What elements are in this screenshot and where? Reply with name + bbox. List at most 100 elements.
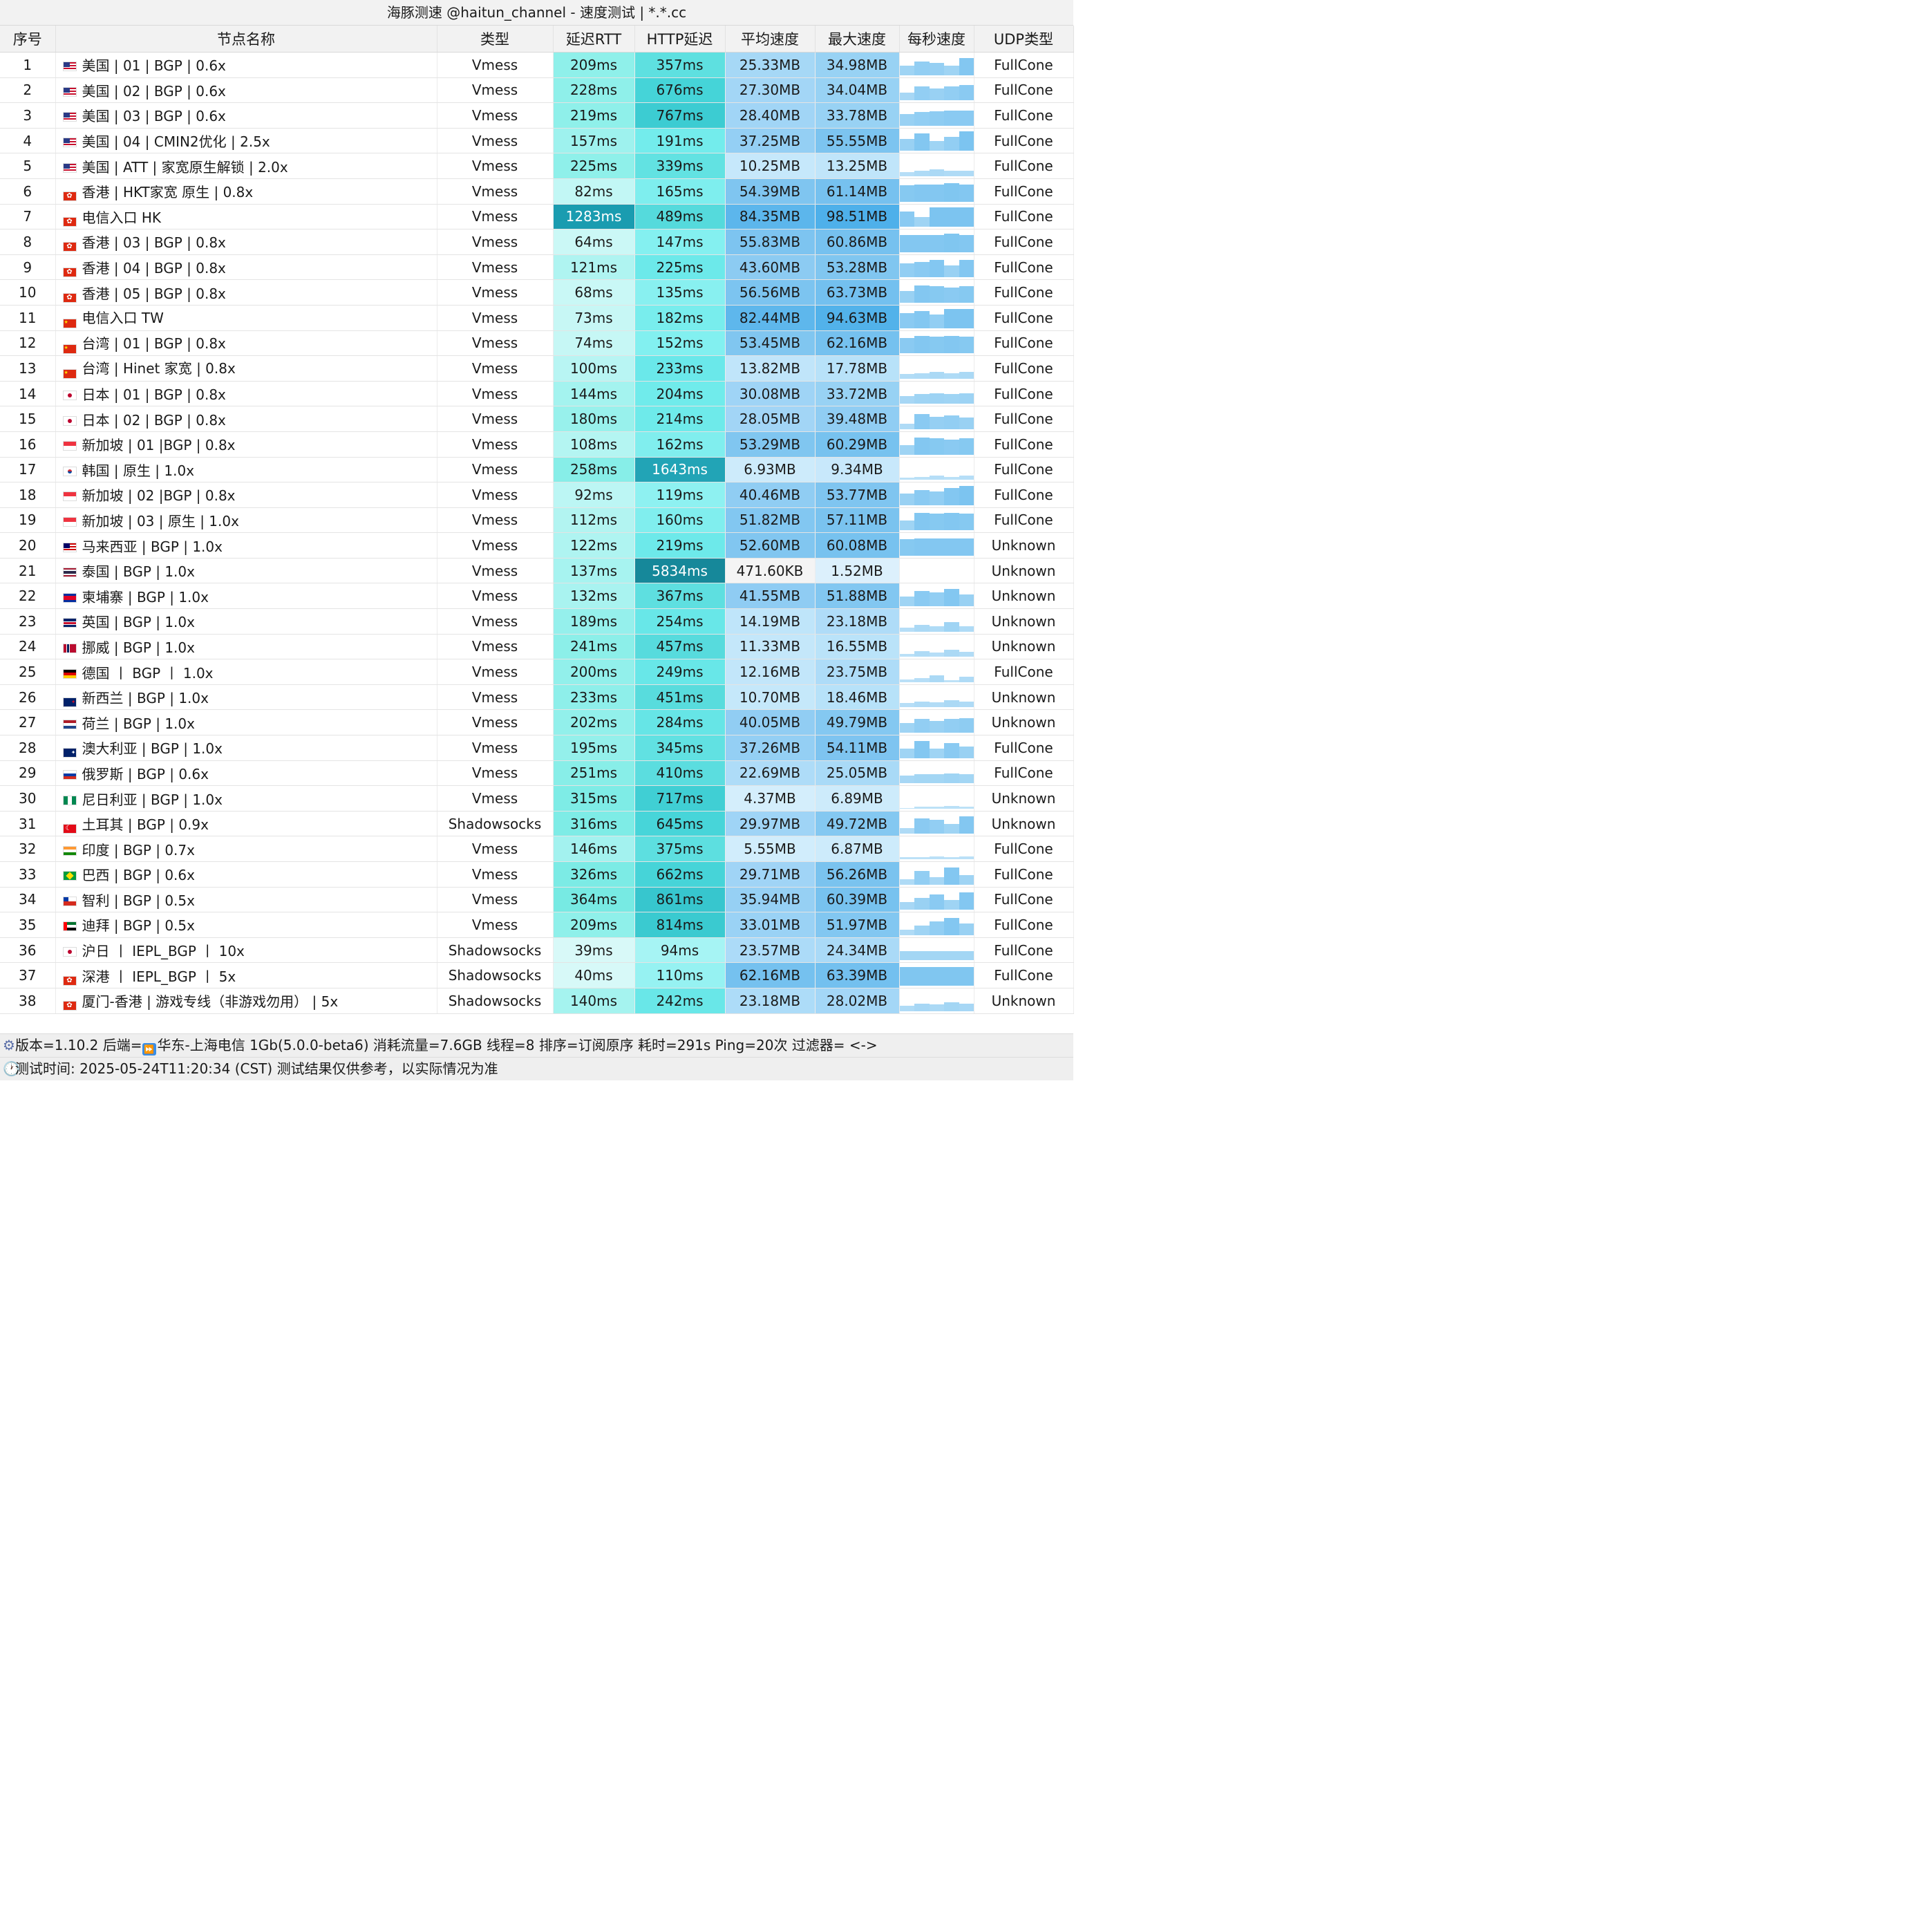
cell-avg-speed: 43.60MB bbox=[725, 254, 816, 281]
speed-sparkline-bar bbox=[959, 417, 973, 429]
table-row[interactable]: 1 美国 | 01 | BGP | 0.6x Vmess 209ms 357ms 25.3… bbox=[0, 52, 1074, 78]
table-row[interactable]: 31 土耳其 | BGP | 0.9x Shadowsocks316ms645ms2… bbox=[0, 811, 1074, 837]
table-row[interactable]: 30 尼日利亚 | BGP | 1.0x Vmess 315ms 717ms 4.37MB… bbox=[0, 785, 1074, 812]
speed-sparkline-bar bbox=[944, 233, 959, 252]
table-row[interactable]: 27 荷兰 | BGP | 1.0x Vmess 202ms 284ms 40.05MB 4… bbox=[0, 709, 1074, 736]
fast-forward-icon: ⏩ bbox=[142, 1043, 156, 1056]
cell-avg-speed: 10.25MB bbox=[725, 153, 816, 179]
cell-max-speed: 53.28MB bbox=[815, 254, 900, 281]
table-row[interactable]: 26 新西兰 | BGP | 1.0x Vmess233ms451ms10.70MB… bbox=[0, 684, 1074, 711]
table-row[interactable]: 17 韩国 | 原生 | 1.0x Vmess 258ms 1643ms 6.93MB 9.… bbox=[0, 457, 1074, 483]
cell-http-latency: 367ms bbox=[634, 583, 726, 610]
cell-type: Vmess bbox=[437, 406, 554, 432]
speed-sparkline-bar bbox=[899, 478, 915, 480]
speed-sparkline-bar bbox=[914, 437, 930, 455]
table-row[interactable]: 12 台湾 | 01 | BGP | 0.8x Vmess74ms152ms53.4… bbox=[0, 330, 1074, 357]
speed-sparkline-bar bbox=[914, 898, 930, 910]
cell-index: 5 bbox=[0, 153, 56, 179]
table-row[interactable]: 6 香港 | HKT家宽 原生 | 0.8x Vmess82ms165ms54.39… bbox=[0, 178, 1074, 205]
speed-sparkline-bar bbox=[944, 773, 959, 784]
table-row[interactable]: 37 深港 丨 IEPL_BGP 丨 5x Shadowsocks40ms110ms… bbox=[0, 962, 1074, 988]
cell-per-second-speed bbox=[899, 178, 974, 205]
cell-index: 28 bbox=[0, 735, 56, 761]
table-row[interactable]: 23 英国 | BGP | 1.0x Vmess 189ms 254ms 14.19MB 2… bbox=[0, 608, 1074, 635]
table-row[interactable]: 5 美国 | ATT | 家宽原生解锁 | 2.0x Vmess 225ms 339ms… bbox=[0, 153, 1074, 179]
table-row[interactable]: 33 巴西 | BGP | 0.6x Vmess 326ms 662ms 29.71MB 5… bbox=[0, 861, 1074, 888]
speed-sparkline-bar bbox=[914, 857, 930, 859]
col-header-index[interactable]: 序号 bbox=[0, 26, 56, 53]
col-header-max-speed[interactable]: 最大速度 bbox=[815, 26, 900, 53]
cell-max-speed: 49.79MB bbox=[815, 709, 900, 736]
speed-sparkline-bar bbox=[944, 700, 959, 708]
cell-http-latency: 284ms bbox=[634, 709, 726, 736]
table-row[interactable]: 8 香港 | 03 | BGP | 0.8x Vmess64ms147ms55.83… bbox=[0, 229, 1074, 255]
speed-sparkline-bar bbox=[899, 263, 915, 278]
table-row[interactable]: 19 新加坡 | 03 | 原生 | 1.0x Vmess 112ms 160ms 51.… bbox=[0, 507, 1074, 534]
table-row[interactable]: 36 沪日 丨 IEPL_BGP 丨 10x Shadowsocks 39ms 94ms… bbox=[0, 937, 1074, 964]
table-row[interactable]: 18 新加坡 | 02 |BGP | 0.8x Vmess 92ms 119ms 40.4… bbox=[0, 482, 1074, 508]
table-row[interactable]: 15 日本 | 02 | BGP | 0.8x Vmess 180ms 214ms 28.… bbox=[0, 406, 1074, 432]
table-row[interactable]: 2 美国 | 02 | BGP | 0.6x Vmess 228ms 676ms 27.3… bbox=[0, 77, 1074, 104]
cell-max-speed: 33.78MB bbox=[815, 102, 900, 129]
flag-th-icon bbox=[62, 568, 77, 578]
cell-per-second-speed bbox=[899, 406, 974, 432]
table-row[interactable]: 29 俄罗斯 | BGP | 0.6x Vmess 251ms 410ms 22.69MB… bbox=[0, 760, 1074, 787]
cell-rtt: 241ms bbox=[553, 634, 635, 660]
table-row[interactable]: 34 智利 | BGP | 0.5x Vmess 364ms 861ms 35.94MB 6… bbox=[0, 887, 1074, 913]
node-name-text: 深港 丨 IEPL_BGP 丨 5x bbox=[82, 968, 236, 985]
cell-type: Vmess bbox=[437, 305, 554, 331]
cell-avg-speed: 11.33MB bbox=[725, 634, 816, 660]
col-header-per-second-speed[interactable]: 每秒速度 bbox=[899, 26, 974, 53]
cell-node-name: 马来西亚 | BGP | 1.0x bbox=[55, 532, 437, 559]
cell-rtt: 108ms bbox=[553, 431, 635, 458]
cell-max-speed: 24.34MB bbox=[815, 937, 900, 964]
cell-rtt: 82ms bbox=[553, 178, 635, 205]
table-row[interactable]: 22 柬埔寨 | BGP | 1.0x Vmess 132ms 367ms 41.55MB… bbox=[0, 583, 1074, 610]
table-row[interactable]: 28 澳大利亚 | BGP | 1.0x Vmess195ms345ms37.26M… bbox=[0, 735, 1074, 761]
speed-sparkline-bar bbox=[959, 746, 973, 758]
cell-udp-type: FullCone bbox=[974, 861, 1074, 888]
speed-sparkline-bar bbox=[929, 234, 945, 252]
cell-per-second-speed bbox=[899, 355, 974, 382]
table-row[interactable]: 21 泰国 | BGP | 1.0x Vmess 137ms 5834ms 471.60K… bbox=[0, 558, 1074, 584]
speed-sparkline-bar bbox=[959, 438, 973, 455]
cell-index: 37 bbox=[0, 962, 56, 988]
table-row[interactable]: 35 迪拜 | BGP | 0.5x Vmess 209ms 814ms 33.01MB 5… bbox=[0, 912, 1074, 938]
cell-node-name: 新西兰 | BGP | 1.0x bbox=[55, 684, 437, 711]
table-row[interactable]: 3 美国 | 03 | BGP | 0.6x Vmess 219ms 767ms 28.4… bbox=[0, 102, 1074, 129]
speed-sparkline-bar bbox=[914, 373, 930, 379]
speed-sparkline-bar bbox=[944, 742, 959, 758]
cell-node-name: 土耳其 | BGP | 0.9x bbox=[55, 811, 437, 837]
flag-us-icon bbox=[62, 162, 77, 173]
table-row[interactable]: 24 挪威 | BGP | 1.0x Vmess 241ms 457ms 11.33MB 1… bbox=[0, 634, 1074, 660]
col-header-udp-type[interactable]: UDP类型 bbox=[974, 26, 1074, 53]
table-row[interactable]: 38 厦门-香港 | 游戏专线（非游戏勿用） | 5x Shadowsocks140… bbox=[0, 988, 1074, 1014]
table-row[interactable]: 10 香港 | 05 | BGP | 0.8x Vmess68ms135ms56.5… bbox=[0, 279, 1074, 306]
col-header-rtt[interactable]: 延迟RTT bbox=[553, 26, 635, 53]
table-row[interactable]: 9 香港 | 04 | BGP | 0.8x Vmess121ms225ms43.6… bbox=[0, 254, 1074, 281]
table-row[interactable]: 16 新加坡 | 01 |BGP | 0.8x Vmess 108ms 162ms 53.… bbox=[0, 431, 1074, 458]
speed-sparkline-bar bbox=[929, 314, 945, 328]
cell-udp-type: FullCone bbox=[974, 229, 1074, 255]
cell-udp-type: Unknown bbox=[974, 684, 1074, 711]
speed-sparkline-bar bbox=[959, 131, 973, 151]
col-header-avg-speed[interactable]: 平均速度 bbox=[725, 26, 816, 53]
col-header-type[interactable]: 类型 bbox=[437, 26, 554, 53]
table-row[interactable]: 32 印度 | BGP | 0.7x Vmess 146ms 375ms 5.55MB 6.… bbox=[0, 836, 1074, 862]
table-row[interactable]: 14 日本 | 01 | BGP | 0.8x Vmess 144ms 204ms 30.… bbox=[0, 381, 1074, 407]
cell-type: Vmess bbox=[437, 52, 554, 78]
table-row[interactable]: 13 台湾 | Hinet 家宽 | 0.8x Vmess100ms233ms13.… bbox=[0, 355, 1074, 382]
speed-sparkline-bar bbox=[899, 966, 915, 986]
cell-avg-speed: 29.97MB bbox=[725, 811, 816, 837]
table-row[interactable]: 20 马来西亚 | BGP | 1.0x Vmess 122ms 219ms 52.60M… bbox=[0, 532, 1074, 559]
col-header-http-latency[interactable]: HTTP延迟 bbox=[634, 26, 726, 53]
col-header-node-name[interactable]: 节点名称 bbox=[55, 26, 437, 53]
table-row[interactable]: 4 美国 | 04 | CMIN2优化 | 2.5x Vmess 157ms 191ms… bbox=[0, 128, 1074, 154]
speed-sparkline-bar bbox=[929, 62, 945, 75]
cell-per-second-speed bbox=[899, 77, 974, 104]
table-row[interactable]: 25 德国 丨 BGP 丨 1.0x Vmess 200ms 249ms 12.16MB 2… bbox=[0, 659, 1074, 685]
cell-rtt: 233ms bbox=[553, 684, 635, 711]
footer-time-line: 🕐测试时间: 2025-05-24T11:20:34 (CST) 测试结果仅供参… bbox=[0, 1057, 1073, 1080]
